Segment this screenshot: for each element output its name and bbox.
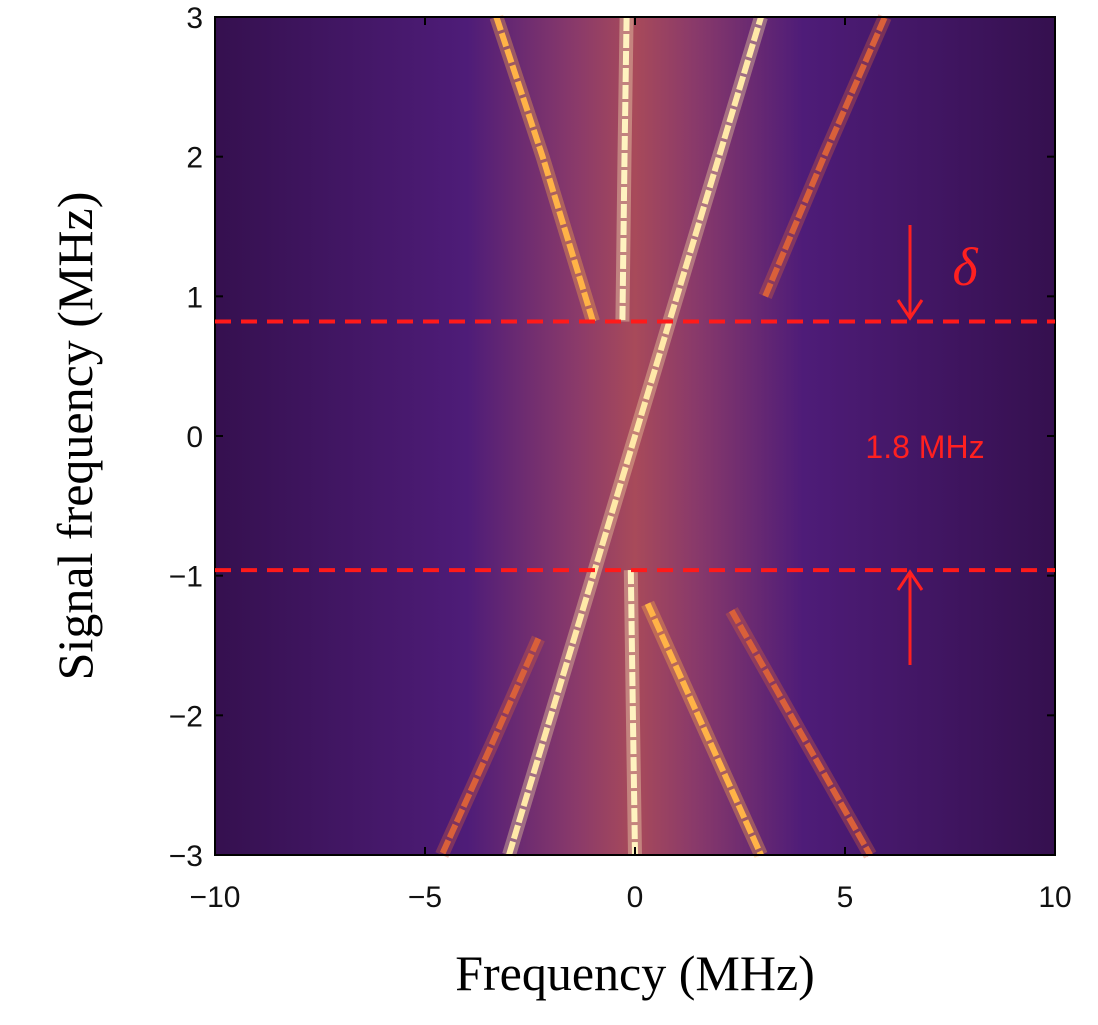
x-tick-label: 10 — [1038, 881, 1071, 914]
annotation-width: 1.8 MHz — [865, 429, 984, 465]
y-tick-label: 3 — [186, 2, 203, 35]
trace — [627, 570, 638, 856]
trace — [506, 16, 764, 856]
y-tick-label: −2 — [169, 700, 203, 733]
x-tick-label: 5 — [837, 881, 854, 914]
trace — [644, 602, 764, 857]
trace — [493, 16, 596, 323]
x-tick-label: −5 — [408, 881, 442, 914]
y-tick-label: 2 — [186, 142, 203, 175]
y-tick-label: 0 — [186, 421, 203, 454]
trace — [619, 16, 630, 322]
y-tick-label: −3 — [169, 840, 203, 873]
trace — [439, 637, 542, 857]
annotation-delta: δ — [952, 237, 978, 297]
y-tick-label: −1 — [169, 561, 203, 594]
y-tick-label: 1 — [186, 281, 203, 314]
trace-glow — [758, 14, 892, 300]
y-axis-label: Signal frequency (MHz) — [47, 192, 103, 681]
x-tick-label: −10 — [190, 881, 241, 914]
arrows — [896, 225, 924, 665]
x-axis-label: Frequency (MHz) — [455, 945, 815, 1001]
x-tick-label: 0 — [627, 881, 644, 914]
trace — [728, 609, 873, 857]
